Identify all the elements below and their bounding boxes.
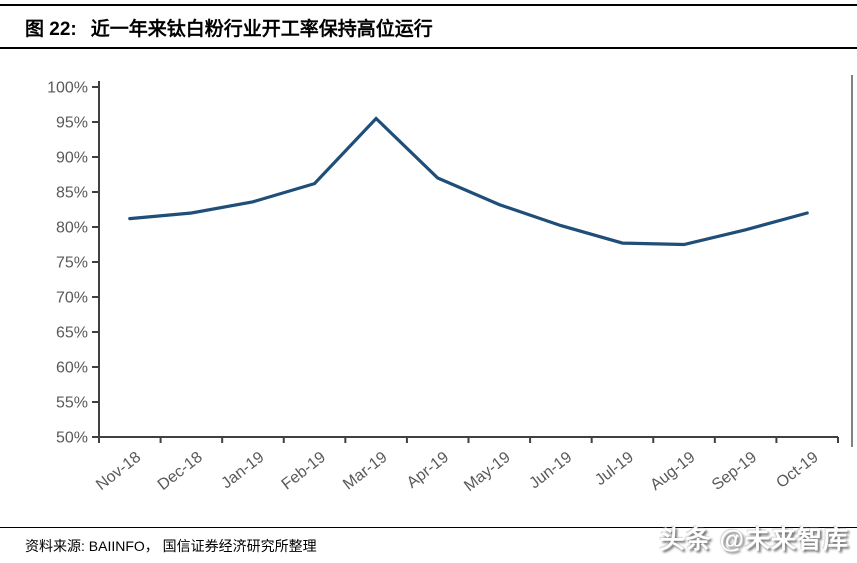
chart-area: 100% 95% 90% 85% 80% 75% 70% 65% 60% 55% 50% Nov-18…	[0, 49, 857, 527]
y-tick-label: 100%	[47, 80, 88, 97]
y-tick-label: 50%	[56, 430, 88, 447]
x-tick-label: Aug-19	[647, 449, 698, 494]
y-tick-label: 95%	[56, 115, 88, 132]
figure-number-label: 图 22:	[25, 19, 77, 40]
x-tick-label: Jan-19	[218, 449, 267, 493]
x-tick-label: Dec-18	[155, 449, 206, 494]
y-tick-label: 70%	[56, 290, 88, 307]
top-rule	[0, 4, 857, 6]
x-tick-label: Jun-19	[526, 449, 575, 493]
x-tick-label: May-19	[461, 449, 514, 495]
x-tick-label: Feb-19	[279, 449, 329, 494]
figure-title: 图 22: 近一年来钛白粉行业开工率保持高位运行	[0, 6, 857, 47]
x-tick-label: Apr-19	[404, 449, 452, 492]
series-line-operating-rate	[128, 116, 809, 247]
x-tick-label: Jul-19	[592, 449, 637, 489]
x-tick-label: Mar-19	[340, 449, 390, 494]
x-tick-label: Oct-19	[773, 449, 821, 492]
figure-footer: 资料来源: BAIINFO， 国信证券经济研究所整理	[0, 527, 857, 556]
y-tick-label: 80%	[56, 220, 88, 237]
x-tick-label: Sep-19	[709, 449, 760, 494]
x-tick-label: Nov-18	[93, 449, 144, 494]
title-rule	[0, 47, 857, 49]
watermark: 头条 @未来智库	[659, 526, 849, 554]
y-tick-label: 55%	[56, 395, 88, 412]
y-tick-label: 75%	[56, 255, 88, 272]
y-tick-label: 85%	[56, 185, 88, 202]
y-tick-label: 90%	[56, 150, 88, 167]
footer-rule	[0, 527, 857, 528]
y-tick-label: 65%	[56, 325, 88, 342]
figure-title-text: 近一年来钛白粉行业开工率保持高位运行	[90, 19, 433, 40]
line-chart: 100% 95% 90% 85% 80% 75% 70% 65% 60% 55% 50% Nov-18…	[47, 75, 853, 495]
source-note: 资料来源: BAIINFO， 国信证券经济研究所整理	[25, 538, 317, 554]
y-tick-label: 60%	[56, 360, 88, 377]
